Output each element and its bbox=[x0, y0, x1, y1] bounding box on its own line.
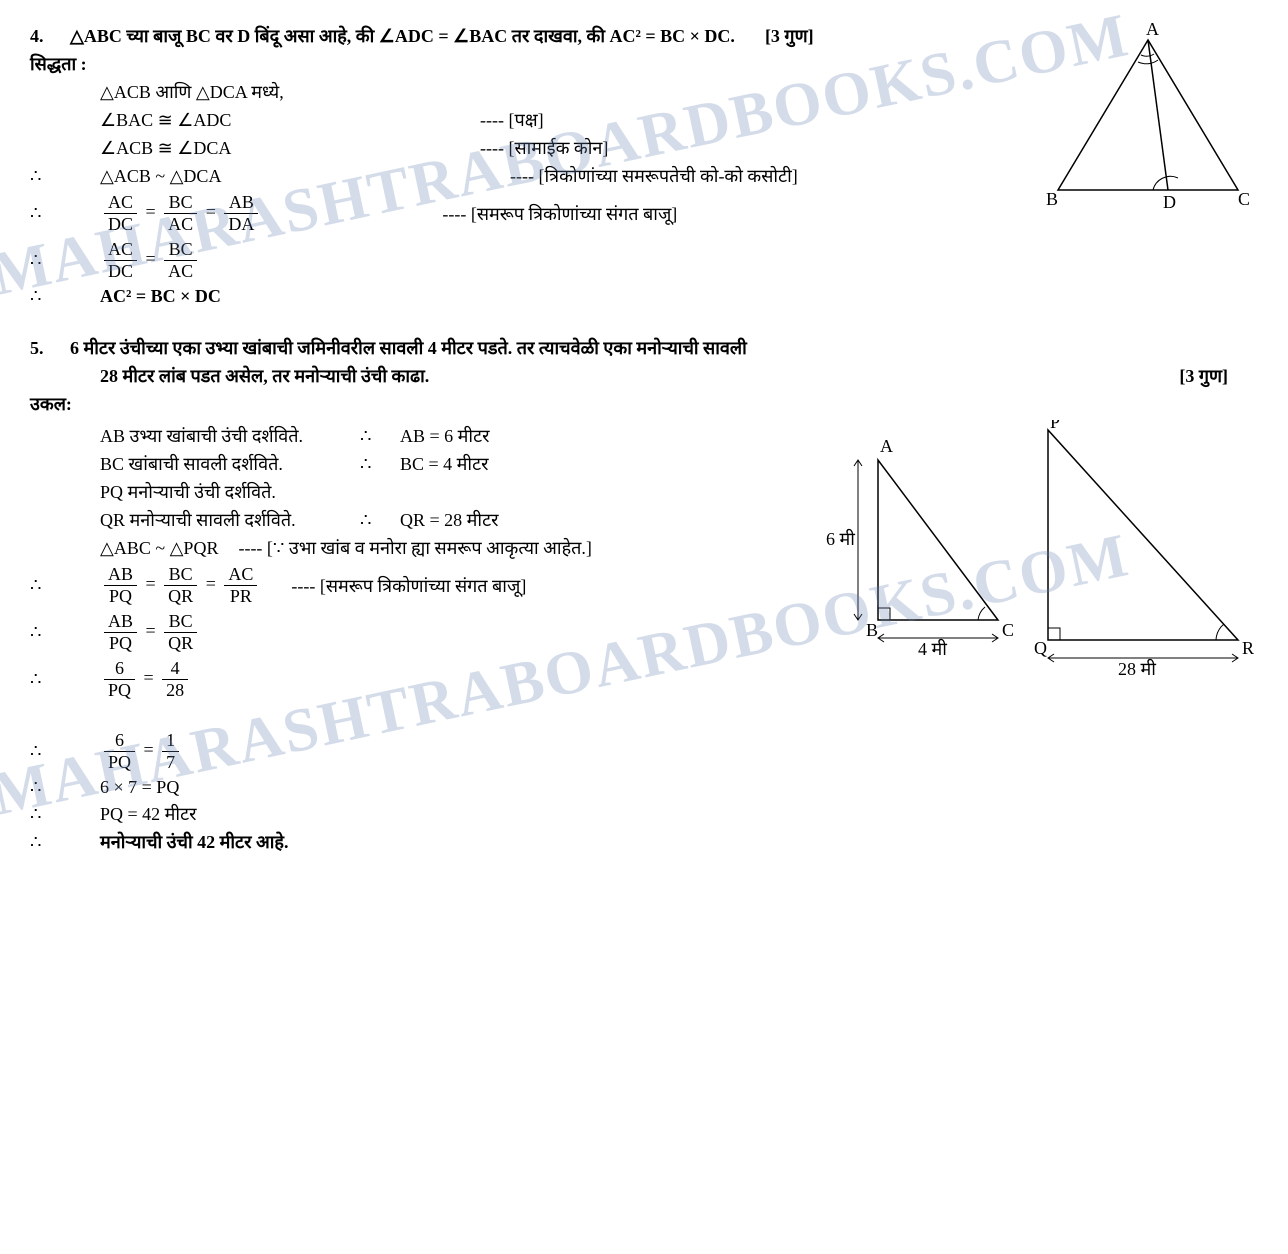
fraction: 6PQ bbox=[104, 730, 135, 773]
q4-step: △ACB ~ △DCA bbox=[100, 166, 510, 187]
svg-text:A: A bbox=[880, 436, 893, 456]
svg-text:B: B bbox=[866, 620, 878, 640]
svg-text:P: P bbox=[1050, 420, 1060, 432]
fraction: ACDC bbox=[104, 239, 137, 282]
svg-text:C: C bbox=[1002, 620, 1014, 640]
q4-reason: ---- [पक्ष] bbox=[480, 108, 544, 132]
fraction: BCAC bbox=[164, 192, 197, 235]
q5-value: QR = 28 मीटर bbox=[400, 508, 499, 532]
therefore: ∴ bbox=[30, 622, 70, 643]
therefore: ∴ bbox=[360, 510, 400, 531]
question-4: 4. △ABC च्या बाजू BC वर D बिंदू असा आहे,… bbox=[30, 20, 1258, 311]
q4-step: ∠ACB ≅ ∠DCA bbox=[100, 138, 480, 159]
q5-value: BC = 4 मीटर bbox=[400, 452, 489, 476]
q5-reason: ---- [∵ उभा खांब व मनोरा ह्या समरूप आकृत… bbox=[238, 536, 591, 560]
q5-calc: 6 × 7 = PQ bbox=[100, 777, 179, 798]
therefore: ∴ bbox=[30, 203, 70, 224]
therefore: ∴ bbox=[30, 166, 70, 187]
q5-calc: PQ = 42 मीटर bbox=[100, 802, 197, 826]
q5-question-line1: 6 मीटर उंचीच्या एका उभ्या खांबाची जमिनीव… bbox=[70, 336, 747, 360]
therefore: ∴ bbox=[360, 454, 400, 475]
therefore: ∴ bbox=[30, 250, 70, 271]
q4-step: △ACB आणि △DCA मध्ये, bbox=[100, 80, 380, 104]
svg-text:C: C bbox=[1238, 189, 1250, 209]
fraction: ABDA bbox=[224, 192, 258, 235]
q5-number: 5. bbox=[30, 338, 70, 359]
therefore: ∴ bbox=[30, 669, 70, 690]
q5-reason: ---- [समरूप त्रिकोणांच्या संगत बाजू] bbox=[291, 574, 526, 598]
svg-text:R: R bbox=[1242, 638, 1254, 658]
fraction: 428 bbox=[162, 658, 188, 701]
fraction: 6PQ bbox=[104, 658, 135, 701]
therefore: ∴ bbox=[30, 575, 70, 596]
fraction: ABPQ bbox=[104, 564, 137, 607]
q4-question: △ABC च्या बाजू BC वर D बिंदू असा आहे, की… bbox=[70, 24, 735, 48]
therefore: ∴ bbox=[360, 426, 400, 447]
q4-reason: ---- [सामाईक कोन] bbox=[480, 136, 608, 160]
q5-figures: A B C 6 मी 4 मी P Q R 28 मी bbox=[818, 420, 1258, 705]
q5-similar: △ABC ~ △PQR bbox=[100, 538, 218, 559]
fraction: BCQR bbox=[164, 564, 197, 607]
q4-reason: ---- [त्रिकोणांच्या समरूपतेची को-को कसोट… bbox=[510, 164, 798, 188]
q5-step: AB उभ्या खांबाची उंची दर्शविते. bbox=[100, 424, 360, 448]
svg-text:A: A bbox=[1146, 20, 1159, 39]
q5-solve-label: उकल: bbox=[30, 392, 72, 416]
therefore: ∴ bbox=[30, 832, 70, 853]
fraction: BCAC bbox=[164, 239, 197, 282]
q5-marks: [3 गुण] bbox=[1179, 364, 1228, 388]
therefore: ∴ bbox=[30, 804, 70, 825]
q5-step: QR मनोऱ्याची सावली दर्शविते. bbox=[100, 508, 360, 532]
q4-step: ∠BAC ≅ ∠ADC bbox=[100, 110, 480, 131]
q4-proof-label: सिद्धता : bbox=[30, 52, 87, 76]
fraction: ACDC bbox=[104, 192, 137, 235]
q5-final: मनोऱ्याची उंची 42 मीटर आहे. bbox=[100, 830, 288, 854]
svg-text:B: B bbox=[1046, 189, 1058, 209]
q5-value: AB = 6 मीटर bbox=[400, 424, 490, 448]
therefore: ∴ bbox=[30, 777, 70, 798]
q4-reason: ---- [समरूप त्रिकोणांच्या संगत बाजू] bbox=[442, 202, 677, 226]
svg-text:Q: Q bbox=[1034, 638, 1047, 658]
question-5: 5. 6 मीटर उंचीच्या एका उभ्या खांबाची जमि… bbox=[30, 336, 1258, 858]
svg-text:4 मी: 4 मी bbox=[918, 638, 947, 659]
q5-step: PQ मनोऱ्याची उंची दर्शविते. bbox=[100, 480, 360, 504]
therefore: ∴ bbox=[30, 741, 70, 762]
therefore: ∴ bbox=[30, 286, 70, 307]
q4-number: 4. bbox=[30, 26, 70, 47]
fraction: BCQR bbox=[164, 611, 197, 654]
q5-question-line2: 28 मीटर लांब पडत असेल, तर मनोऱ्याची उंची… bbox=[100, 364, 429, 388]
fraction: ACPR bbox=[224, 564, 257, 607]
q4-marks: [3 गुण] bbox=[765, 24, 814, 48]
q5-step: BC खांबाची सावली दर्शविते. bbox=[100, 452, 360, 476]
q4-figure: A B C D bbox=[1038, 20, 1258, 225]
fraction: 17 bbox=[162, 730, 179, 773]
q4-final: AC² = BC × DC bbox=[100, 286, 221, 307]
fraction: ABPQ bbox=[104, 611, 137, 654]
svg-text:6 मी: 6 मी bbox=[826, 528, 855, 549]
svg-text:D: D bbox=[1163, 192, 1176, 212]
svg-text:28 मी: 28 मी bbox=[1118, 658, 1156, 679]
